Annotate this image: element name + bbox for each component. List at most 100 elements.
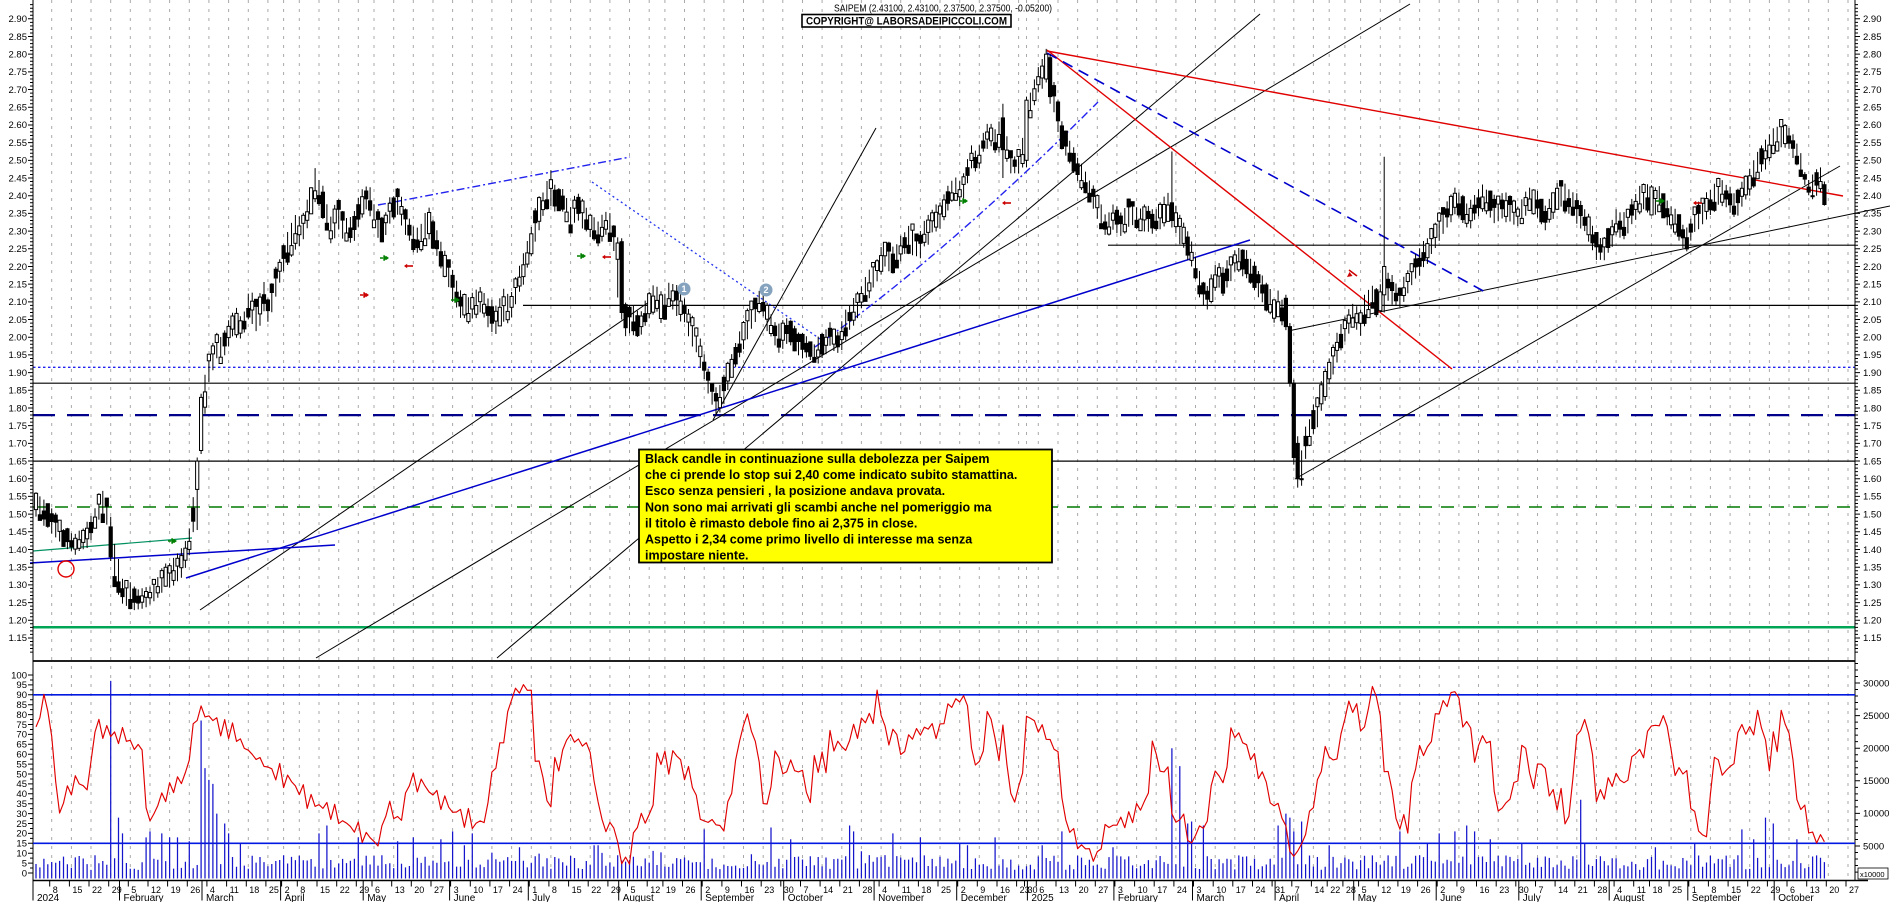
svg-text:2.40: 2.40: [1863, 191, 1882, 202]
svg-text:November: November: [878, 893, 925, 902]
svg-text:5: 5: [631, 885, 636, 895]
svg-text:10: 10: [16, 849, 27, 860]
svg-text:1.45: 1.45: [9, 527, 28, 538]
svg-text:1.50: 1.50: [1863, 509, 1882, 520]
svg-text:2: 2: [1440, 885, 1445, 895]
svg-text:30: 30: [1519, 885, 1529, 895]
svg-text:1.40: 1.40: [1863, 545, 1882, 556]
svg-text:3: 3: [454, 885, 459, 895]
svg-text:15: 15: [1731, 885, 1741, 895]
svg-text:February: February: [124, 893, 164, 902]
svg-text:5: 5: [131, 885, 136, 895]
svg-text:Black candle in continuazione: Black candle in continuazione sulla debo…: [645, 452, 990, 466]
svg-text:80: 80: [16, 710, 27, 721]
svg-text:23: 23: [1020, 885, 1030, 895]
svg-text:2.85: 2.85: [1863, 32, 1882, 43]
svg-text:20: 20: [414, 885, 424, 895]
svg-text:26: 26: [1421, 885, 1431, 895]
svg-text:2.35: 2.35: [9, 209, 28, 220]
svg-text:2.90: 2.90: [9, 14, 28, 25]
svg-text:6: 6: [375, 885, 380, 895]
svg-text:2.65: 2.65: [9, 103, 28, 114]
svg-text:26: 26: [190, 885, 200, 895]
svg-text:2.55: 2.55: [9, 138, 28, 149]
svg-text:1.75: 1.75: [1863, 421, 1882, 432]
svg-text:24: 24: [513, 885, 523, 895]
svg-text:60: 60: [16, 750, 27, 761]
svg-text:29: 29: [359, 885, 369, 895]
svg-text:10000: 10000: [1863, 809, 1889, 820]
svg-text:85: 85: [16, 700, 27, 711]
svg-text:2.35: 2.35: [1863, 209, 1882, 220]
svg-text:June: June: [454, 893, 476, 902]
svg-text:COPYRIGHT@ LABORSADEIPICCOLI.C: COPYRIGHT@ LABORSADEIPICCOLI.COM: [806, 16, 1007, 28]
svg-text:7: 7: [1539, 885, 1544, 895]
svg-text:3: 3: [1118, 885, 1123, 895]
svg-text:17: 17: [1236, 885, 1246, 895]
svg-text:4: 4: [882, 885, 887, 895]
svg-text:2.30: 2.30: [9, 226, 28, 237]
svg-text:10: 10: [473, 885, 483, 895]
svg-text:12: 12: [151, 885, 161, 895]
svg-text:1.45: 1.45: [1863, 527, 1882, 538]
svg-text:August: August: [623, 893, 654, 902]
svg-text:2.65: 2.65: [1863, 103, 1882, 114]
svg-text:15: 15: [16, 839, 27, 850]
svg-text:50: 50: [16, 769, 27, 780]
svg-text:19: 19: [171, 885, 181, 895]
svg-text:2.70: 2.70: [9, 85, 28, 96]
svg-text:8: 8: [552, 885, 557, 895]
svg-text:16: 16: [745, 885, 755, 895]
svg-text:6: 6: [1039, 885, 1044, 895]
svg-text:1.25: 1.25: [9, 598, 28, 609]
svg-text:23: 23: [764, 885, 774, 895]
svg-text:28: 28: [862, 885, 872, 895]
svg-text:December: December: [961, 893, 1008, 902]
svg-text:10: 10: [1216, 885, 1226, 895]
svg-text:27: 27: [1098, 885, 1108, 895]
svg-text:10: 10: [1138, 885, 1148, 895]
svg-text:1.70: 1.70: [1863, 439, 1882, 450]
svg-text:1.80: 1.80: [9, 403, 28, 414]
svg-text:20: 20: [16, 829, 27, 840]
svg-text:16: 16: [1000, 885, 1010, 895]
svg-text:35: 35: [16, 799, 27, 810]
svg-text:August: August: [1613, 893, 1644, 902]
svg-text:2.45: 2.45: [1863, 173, 1882, 184]
svg-text:18: 18: [1653, 885, 1663, 895]
svg-text:18: 18: [921, 885, 931, 895]
svg-text:23: 23: [1499, 885, 1509, 895]
svg-text:1.30: 1.30: [1863, 580, 1882, 591]
svg-text:75: 75: [16, 720, 27, 731]
svg-text:1.35: 1.35: [9, 563, 28, 574]
svg-text:20000: 20000: [1863, 744, 1889, 755]
svg-text:45: 45: [16, 779, 27, 790]
svg-text:2.10: 2.10: [1863, 297, 1882, 308]
svg-text:5: 5: [1362, 885, 1367, 895]
svg-text:1.50: 1.50: [9, 509, 28, 520]
svg-text:11: 11: [902, 885, 911, 895]
svg-text:SAIPEM (2.43100, 2.43100, 2.37: SAIPEM (2.43100, 2.43100, 2.37500, 2.375…: [834, 4, 1052, 15]
svg-text:1.65: 1.65: [9, 456, 28, 467]
svg-text:17: 17: [1157, 885, 1167, 895]
svg-text:18: 18: [249, 885, 259, 895]
svg-text:11: 11: [1637, 885, 1646, 895]
svg-text:15000: 15000: [1863, 776, 1889, 787]
svg-text:19: 19: [666, 885, 676, 895]
svg-text:2.80: 2.80: [1863, 50, 1882, 61]
svg-text:24: 24: [1256, 885, 1266, 895]
svg-text:1.95: 1.95: [1863, 350, 1882, 361]
svg-text:1: 1: [681, 284, 686, 294]
svg-text:3: 3: [1197, 885, 1202, 895]
svg-text:impostare niente.: impostare niente.: [645, 549, 749, 563]
svg-text:26: 26: [686, 885, 696, 895]
svg-text:2.50: 2.50: [9, 156, 28, 167]
svg-text:2.55: 2.55: [1863, 138, 1882, 149]
svg-text:20: 20: [1829, 885, 1839, 895]
svg-text:6: 6: [1790, 885, 1795, 895]
svg-text:21: 21: [1578, 885, 1588, 895]
svg-text:2.15: 2.15: [9, 280, 28, 291]
svg-text:May: May: [367, 893, 386, 902]
svg-text:x10000: x10000: [1860, 870, 1885, 879]
svg-text:April: April: [1279, 893, 1299, 902]
